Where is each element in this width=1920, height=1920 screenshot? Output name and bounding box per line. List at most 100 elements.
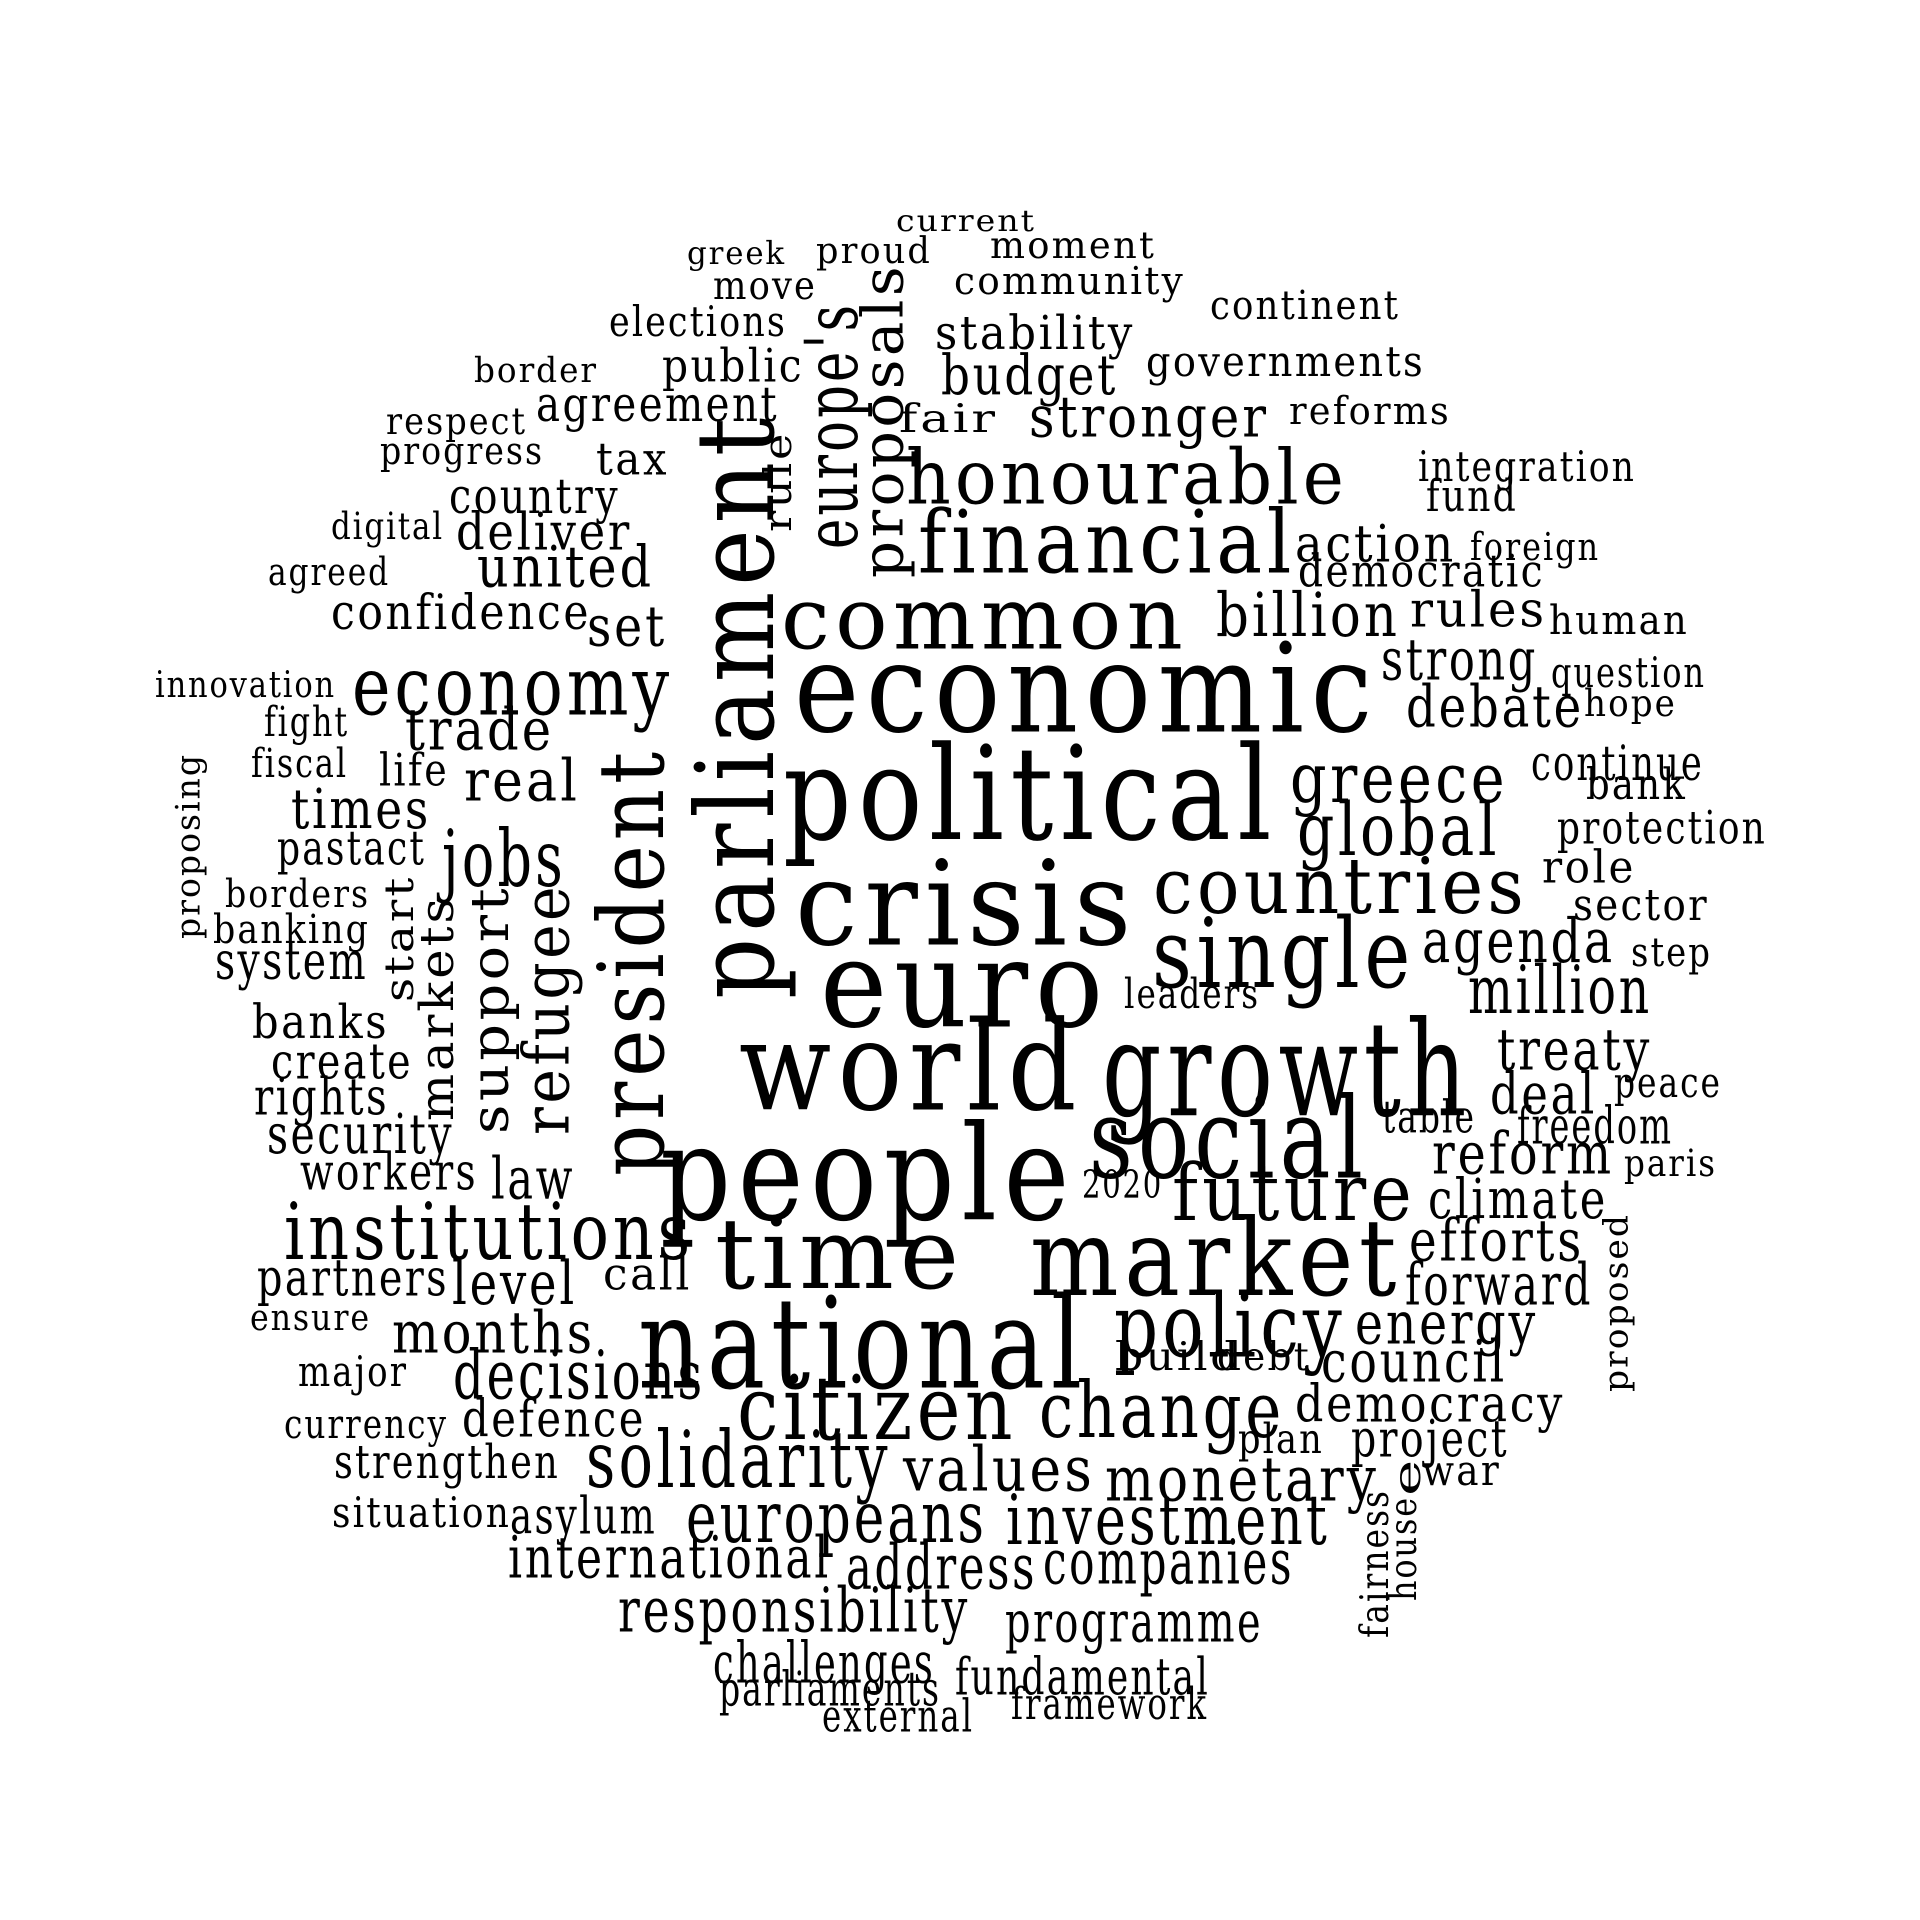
word-common: common <box>781 569 1188 670</box>
word-single: single <box>1152 899 1415 1011</box>
word-proud: proud <box>816 229 932 272</box>
word-innovation: innovation <box>155 663 336 706</box>
word-paris: paris <box>1624 1142 1717 1185</box>
word-monetary: monetary <box>1105 1442 1379 1516</box>
word-fund: fund <box>1426 471 1518 523</box>
word-digital: digital <box>331 505 444 548</box>
word-plan: plan <box>1238 1415 1324 1463</box>
word-months: months <box>392 1299 595 1367</box>
word-deliver: deliver <box>456 501 632 563</box>
word-major: major <box>298 1347 408 1397</box>
word-governments: governments <box>1146 337 1425 387</box>
word-support: support <box>458 885 521 1134</box>
word-values: values <box>903 1432 1095 1506</box>
word-time: time <box>715 1198 965 1312</box>
word-peace: peace <box>1614 1058 1722 1108</box>
word-climate: climate <box>1428 1168 1608 1232</box>
word-reform: reform <box>1432 1120 1614 1188</box>
word-build: build <box>1115 1335 1241 1381</box>
word-table: table <box>1382 1092 1476 1144</box>
word-currency: currency <box>284 1400 448 1448</box>
word-democratic: democratic <box>1298 546 1545 598</box>
word-economic: economic <box>794 618 1379 762</box>
word-efforts: efforts <box>1409 1207 1584 1275</box>
word-action: action <box>1295 513 1456 575</box>
word-banking: banking <box>213 905 370 953</box>
word-situation: situation <box>332 1488 511 1538</box>
word-rules: rules <box>1410 581 1547 639</box>
word-rights: rights <box>254 1066 389 1128</box>
word-call: call <box>603 1249 692 1301</box>
word-stronger: stronger <box>1029 383 1269 451</box>
word-proposed: proposed <box>1597 1213 1637 1392</box>
word-social: social <box>1089 1074 1368 1206</box>
word-europeans: europeans <box>686 1476 987 1560</box>
word-agreement: agreement <box>536 377 779 434</box>
word-fiscal: fiscal <box>251 739 348 787</box>
word-strong: strong <box>1381 626 1538 694</box>
word-democracy: democracy <box>1295 1373 1565 1435</box>
word-create: create <box>271 1033 413 1091</box>
word-change: change <box>1039 1364 1285 1456</box>
word-tax: tax <box>596 434 669 486</box>
word-economy: economy <box>352 640 673 735</box>
word-fundamental: fundamental <box>955 1646 1210 1708</box>
word-leaders: leaders <box>1124 970 1260 1018</box>
word-framework: framework <box>1011 1679 1208 1731</box>
word-borders: borders <box>225 873 370 917</box>
word-hope: hope <box>1584 682 1677 725</box>
word-human: human <box>1549 596 1689 644</box>
word-debate: debate <box>1406 673 1584 741</box>
word-project: project <box>1351 1408 1509 1470</box>
word-step: step <box>1631 928 1712 976</box>
word-e: e <box>1386 1456 1429 1496</box>
word-start: start <box>375 875 423 1002</box>
word-refugee: refugee <box>509 883 585 1135</box>
word-council: council <box>1321 1328 1507 1396</box>
word-defence: defence <box>462 1388 646 1450</box>
word-sector: sector <box>1573 880 1709 932</box>
word-fight: fight <box>264 698 349 746</box>
word-million: million <box>1468 952 1652 1030</box>
word-trade: trade <box>405 696 554 764</box>
word-greek: greek <box>687 235 786 273</box>
word-rule: rule <box>757 431 801 532</box>
word-2020: 2020 <box>1082 1164 1163 1208</box>
word-pastact: pastact <box>277 821 426 878</box>
word-asylum: asylum <box>510 1485 657 1547</box>
word-investment: investment <box>1006 1481 1330 1562</box>
word-agreed: agreed <box>268 551 390 595</box>
word-budget: budget <box>941 344 1118 408</box>
word-continent: continent <box>1210 281 1400 329</box>
word-banks: banks <box>252 993 389 1050</box>
word-political: political <box>783 717 1278 871</box>
word-integration: integration <box>1418 442 1636 492</box>
word-people: people <box>660 1096 1076 1251</box>
word-law: law <box>491 1145 575 1213</box>
word-level: level <box>452 1249 577 1319</box>
word-international: international <box>508 1524 831 1592</box>
word-parliaments: parliaments <box>719 1662 941 1719</box>
word-forward: forward <box>1405 1251 1593 1319</box>
word-crisis: crisis <box>795 836 1138 974</box>
word-question: question <box>1551 648 1706 698</box>
word-house: house <box>1382 1496 1425 1601</box>
word-current: current <box>896 203 1036 239</box>
word-greece: greece <box>1290 739 1508 819</box>
word-freedom: freedom <box>1517 1095 1673 1157</box>
word-energy: energy <box>1355 1290 1538 1359</box>
word-confidence: confidence <box>331 585 591 642</box>
word-times: times <box>291 778 431 842</box>
word-progress: progress <box>380 430 544 474</box>
word-border: border <box>474 349 598 391</box>
word-global: global <box>1297 787 1500 873</box>
word-external: external <box>822 1691 974 1743</box>
word-challenges: challenges <box>713 1629 935 1697</box>
word-countries: countries <box>1153 840 1528 932</box>
word-proposals: proposals <box>849 263 917 578</box>
word-solidarity: solidarity <box>586 1413 891 1506</box>
word-life: life <box>379 745 449 797</box>
word-debt: debt <box>1217 1335 1311 1381</box>
word-companies: companies <box>1043 1525 1294 1599</box>
